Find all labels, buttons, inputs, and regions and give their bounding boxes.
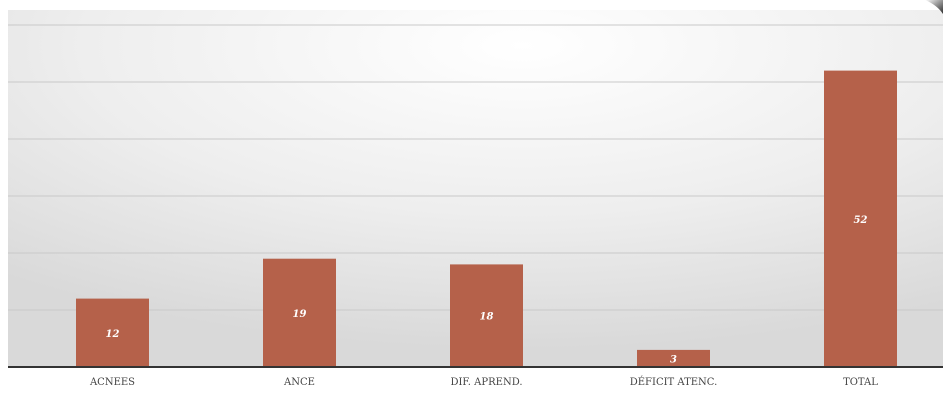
data-label: 3 bbox=[670, 354, 677, 365]
bar-dif-aprend bbox=[450, 264, 523, 367]
bar-ance bbox=[263, 258, 336, 367]
data-label: 18 bbox=[480, 312, 494, 323]
corner-curl bbox=[925, 0, 943, 14]
data-label: 12 bbox=[106, 329, 120, 340]
x-tick-label: ACNEES bbox=[89, 377, 135, 388]
bar-acnees bbox=[76, 298, 149, 367]
x-tick-label: DÉFICIT ATENC. bbox=[630, 376, 718, 388]
bar-d-ficit-atenc bbox=[637, 349, 710, 367]
x-tick-label: ANCE bbox=[283, 377, 315, 388]
x-tick-labels: ACNEES ANCE DIF. APREND. DÉFICIT ATENC. TOTA… bbox=[89, 376, 878, 388]
data-label: 19 bbox=[293, 309, 307, 320]
data-labels: 12 19 18 3 52 bbox=[106, 215, 868, 366]
x-tick-label: DIF. APREND. bbox=[450, 377, 522, 388]
x-tick-label: TOTAL bbox=[843, 377, 878, 388]
data-label: 52 bbox=[854, 215, 868, 226]
bars bbox=[76, 70, 897, 367]
bar-total bbox=[824, 70, 897, 367]
